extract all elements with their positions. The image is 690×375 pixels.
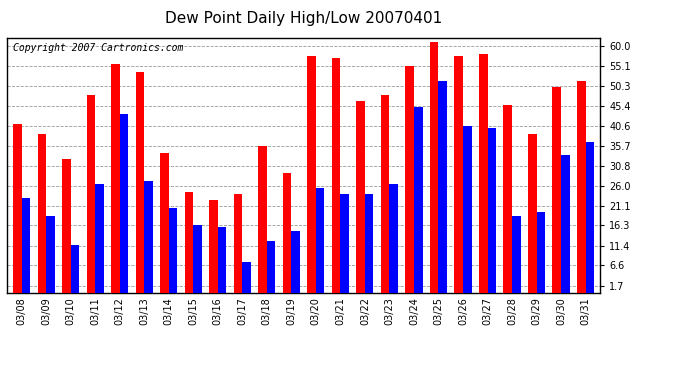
Bar (160, 153, 169, 292)
Bar (258, 147, 267, 292)
Bar (95, 183, 104, 292)
Bar (136, 72, 144, 292)
Bar (267, 241, 275, 292)
Bar (316, 188, 324, 292)
Bar (479, 54, 488, 292)
Bar (512, 216, 521, 292)
Bar (537, 212, 545, 292)
Bar (185, 192, 193, 292)
Bar (21, 198, 30, 292)
Bar (144, 182, 152, 292)
Bar (218, 227, 226, 292)
Bar (332, 58, 340, 292)
Text: Dew Point Daily High/Low 20070401: Dew Point Daily High/Low 20070401 (165, 11, 442, 26)
Bar (62, 159, 70, 292)
Bar (291, 231, 300, 292)
Bar (193, 225, 202, 292)
Bar (389, 183, 398, 292)
Bar (577, 81, 586, 292)
Bar (119, 114, 128, 292)
Bar (70, 245, 79, 292)
Text: Copyright 2007 Cartronics.com: Copyright 2007 Cartronics.com (13, 43, 184, 52)
Bar (405, 66, 414, 292)
Bar (242, 262, 251, 292)
Bar (283, 173, 291, 292)
Bar (455, 56, 463, 292)
Bar (381, 95, 389, 292)
Bar (340, 194, 349, 292)
Bar (528, 134, 537, 292)
Bar (234, 194, 242, 292)
Bar (356, 101, 365, 292)
Bar (561, 155, 570, 292)
Bar (488, 128, 496, 292)
Bar (169, 208, 177, 292)
Bar (463, 126, 471, 292)
Bar (37, 134, 46, 292)
Bar (111, 64, 119, 292)
Bar (414, 107, 422, 292)
Bar (86, 95, 95, 292)
Bar (504, 105, 512, 292)
Bar (586, 142, 594, 292)
Bar (438, 81, 447, 292)
Bar (365, 194, 373, 292)
Bar (553, 87, 561, 292)
Bar (430, 42, 438, 292)
Bar (307, 56, 316, 292)
Bar (209, 200, 218, 292)
Bar (13, 124, 21, 292)
Bar (46, 216, 55, 292)
